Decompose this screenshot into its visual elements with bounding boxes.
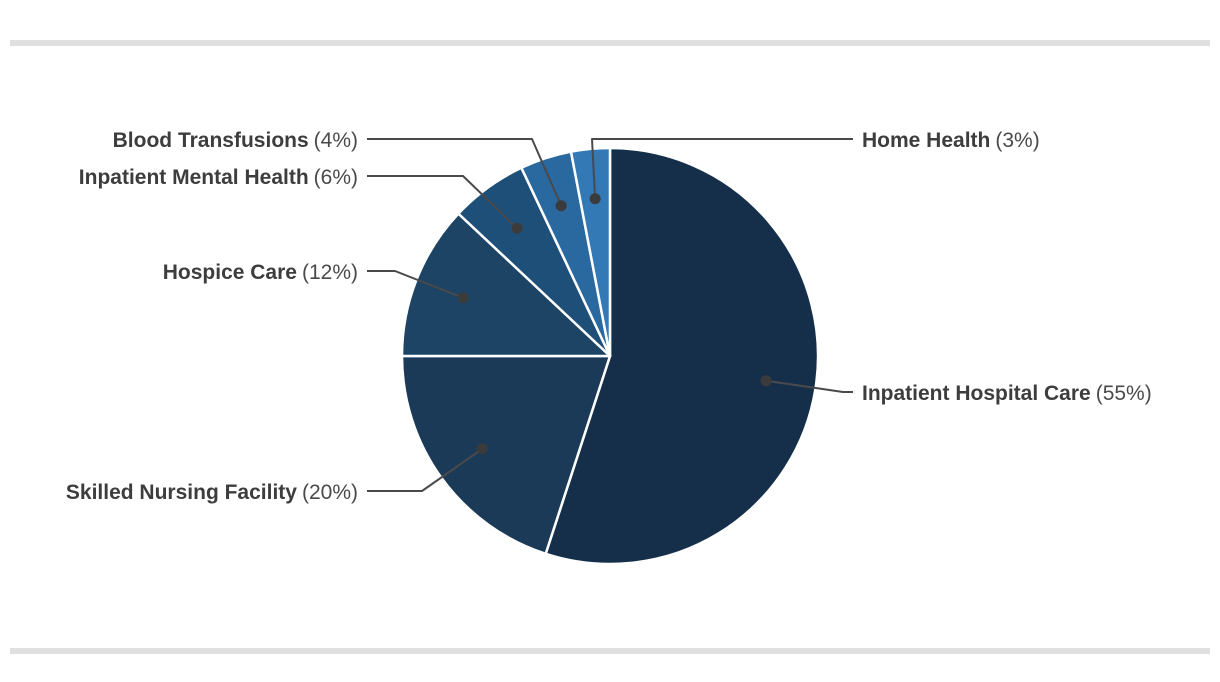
leader-dot-home-health xyxy=(589,193,601,205)
leader-line-inpatient-hospital-care xyxy=(765,379,853,393)
leader-dot-inpatient-mental-health xyxy=(511,222,523,234)
leader-line-hospice-care xyxy=(367,270,464,299)
bottom-divider-rule xyxy=(10,648,1210,654)
slice-label-hospice-care: Hospice Care (12%) xyxy=(163,261,358,284)
leader-dot-hospice-care xyxy=(457,292,469,304)
slice-label-inpatient-mental-health: Inpatient Mental Health (6%) xyxy=(79,166,358,189)
leader-line-blood-transfusions xyxy=(367,138,563,207)
leader-dot-skilled-nursing-facility xyxy=(476,443,488,455)
leader-line-inpatient-mental-health xyxy=(367,175,518,229)
slice-label-inpatient-hospital-care: Inpatient Hospital Care (55%) xyxy=(862,382,1152,405)
leader-dot-inpatient-hospital-care xyxy=(760,375,772,387)
leader-dot-blood-transfusions xyxy=(555,200,567,212)
slice-label-skilled-nursing-facility: Skilled Nursing Facility (20%) xyxy=(66,481,358,504)
leader-line-home-health xyxy=(591,138,853,199)
leader-line-skilled-nursing-facility xyxy=(367,448,483,492)
pie-slices xyxy=(400,146,820,566)
slice-label-home-health: Home Health (3%) xyxy=(862,129,1040,152)
callout-leaders xyxy=(367,138,853,492)
slice-label-blood-transfusions: Blood Transfusions (4%) xyxy=(113,129,358,152)
top-divider-rule xyxy=(10,40,1210,46)
callout-labels: Inpatient Hospital Care (55%) Skilled Nurs… xyxy=(66,129,1152,504)
